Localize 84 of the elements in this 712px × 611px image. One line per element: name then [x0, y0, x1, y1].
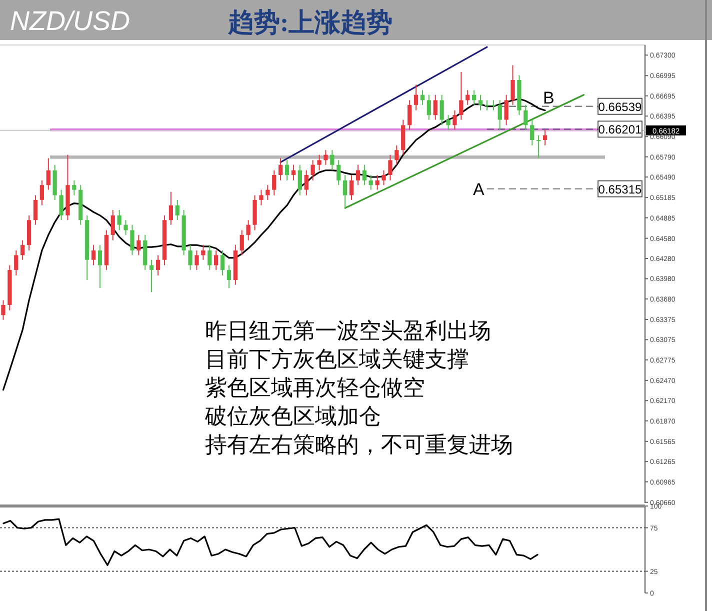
candlestick: [330, 150, 334, 171]
candlestick: [504, 94, 508, 126]
annotation: A: [472, 180, 485, 199]
candlestick: [324, 150, 328, 166]
candlestick: [388, 154, 392, 181]
candlestick: [284, 160, 290, 181]
candlestick: [408, 100, 412, 130]
candlestick: [91, 244, 96, 266]
candlestick: [259, 189, 264, 206]
candlestick: [72, 180, 76, 196]
candlestick: [98, 244, 102, 289]
candlestick: [310, 160, 315, 181]
annotation: B: [542, 88, 554, 108]
candlestick: [491, 100, 496, 111]
candlestick: [1, 300, 6, 320]
annotation: 昨日纽元第一波空头盈利出场: [205, 318, 491, 343]
candlestick: [362, 164, 366, 186]
candlestick: [542, 129, 548, 146]
line-series: [2, 518, 538, 566]
candlestick: [220, 250, 225, 276]
candlestick: [240, 230, 244, 256]
candlestick: [208, 244, 212, 270]
candlestick: [446, 114, 450, 130]
candlestick: [452, 110, 457, 130]
candlestick: [414, 84, 418, 111]
candlestick: [498, 100, 502, 130]
candlestick: [278, 158, 283, 181]
annotation: 紫色区域再次轻仓做空: [205, 375, 425, 400]
candlestick: [530, 119, 534, 146]
candlestick: [246, 220, 250, 241]
candlestick: [136, 234, 141, 256]
chart-title: NZD/USD: [10, 6, 130, 36]
candlestick: [188, 244, 192, 270]
candlestick: [336, 160, 341, 186]
candlestick: [14, 250, 18, 276]
candlestick: [20, 240, 25, 260]
candlestick: [536, 134, 541, 159]
candlestick: [40, 180, 44, 206]
candlestick: [510, 64, 515, 106]
candlestick: [524, 104, 528, 130]
candlestick: [272, 170, 276, 196]
candlestick: [466, 90, 470, 106]
candlestick: [117, 210, 122, 231]
candlestick: [375, 174, 380, 190]
candlestick: [110, 210, 115, 241]
annotation: 目前下方灰色区域关键支撑: [205, 346, 469, 372]
candlestick: [484, 100, 490, 111]
candlestick: [433, 94, 438, 120]
candlestick: [194, 250, 199, 270]
candlestick: [124, 220, 128, 236]
candlestick: [150, 259, 154, 293]
ref-line-label: 0.66201: [598, 122, 642, 137]
candlestick: [426, 94, 431, 120]
candlestick: [343, 174, 348, 208]
candlestick: [478, 94, 483, 111]
candlestick: [266, 184, 270, 200]
candlestick: [59, 189, 64, 221]
candlestick: [291, 164, 296, 181]
candlestick: [317, 154, 322, 171]
candlestick: [175, 199, 180, 221]
candlestick: [33, 194, 38, 226]
candlestick: [156, 254, 160, 276]
candlestick: [349, 174, 354, 200]
ref-line-label: 0.66539: [598, 100, 642, 114]
candlestick: [356, 164, 360, 186]
candlestick: [298, 164, 302, 196]
candlestick: [201, 244, 206, 260]
candlestick: [420, 90, 425, 106]
candlestick: [459, 71, 464, 120]
annotation: 持有左右策略的，不可重复进场: [205, 432, 513, 457]
candlestick: [472, 90, 476, 106]
candlestick: [304, 170, 308, 196]
candlestick: [214, 250, 218, 270]
candlestick: [46, 158, 50, 190]
ref-line-label: 0.65315: [598, 182, 642, 196]
candlestick: [394, 144, 399, 166]
candlestick: [440, 94, 444, 126]
candlestick: [382, 170, 386, 186]
candlestick: [130, 224, 134, 256]
candlestick: [368, 174, 373, 190]
candlestick: [226, 264, 232, 289]
chart-subtitle: 趋势:上涨趋势: [227, 8, 393, 37]
annotation: 破位灰色区域加仓: [204, 404, 381, 428]
candlestick: [168, 191, 173, 226]
